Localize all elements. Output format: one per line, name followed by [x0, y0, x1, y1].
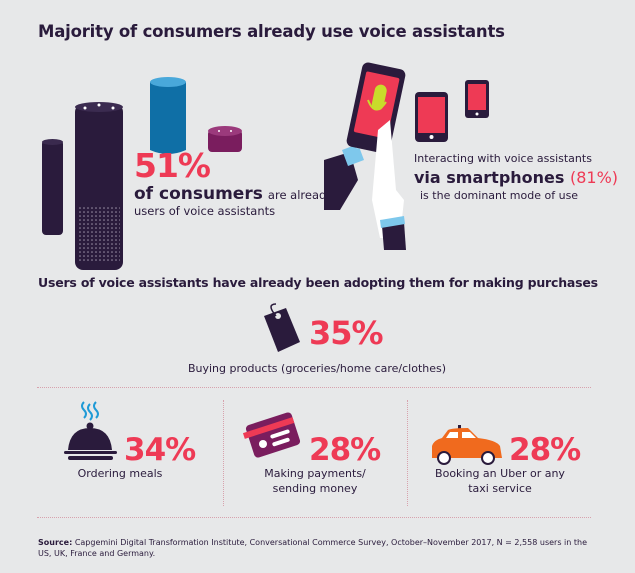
smartphones-line3: is the dominant mode of use	[420, 189, 579, 202]
credit-card-icon	[243, 412, 301, 458]
consumers-caption: of consumers are already	[134, 184, 333, 204]
ordering-meals-percent: 34%	[124, 432, 196, 468]
price-tag-icon	[264, 303, 300, 352]
taxi-label: Booking an Uber or any taxi service	[420, 466, 580, 496]
smartphones-bold: via smartphones	[414, 168, 565, 187]
food-cloche-icon	[64, 401, 117, 460]
divider	[37, 387, 591, 388]
divider	[37, 517, 591, 518]
smartphones-line2: via smartphones (81%)	[414, 168, 618, 187]
ordering-meals-label: Ordering meals	[77, 467, 163, 480]
payments-label-line2: sending money	[272, 482, 358, 495]
source-label: Source:	[38, 538, 73, 547]
consumers-bold: of consumers	[134, 184, 263, 204]
hand-smartphone-icon	[324, 62, 489, 250]
page-title: Majority of consumers already use voice …	[38, 22, 505, 41]
smart-speakers-icon	[42, 77, 242, 270]
smartphones-percent: (81%)	[570, 168, 619, 187]
payments-label: Making payments/ sending money	[240, 466, 390, 496]
consumers-line2: users of voice assistants	[134, 204, 276, 218]
column-divider	[407, 400, 408, 506]
smartphones-line1: Interacting with voice assistants	[414, 152, 592, 165]
source-note: Source: Capgemini Digital Transformation…	[38, 537, 598, 559]
buying-products-label: Buying products (groceries/home care/clo…	[187, 362, 447, 375]
taxi-label-line2: taxi service	[468, 482, 532, 495]
buying-products-percent: 35%	[309, 314, 384, 352]
section-title: Users of voice assistants have already b…	[38, 275, 598, 290]
taxi-percent: 28%	[509, 432, 581, 468]
payments-label-line1: Making payments/	[264, 467, 366, 480]
taxi-car-icon	[432, 425, 502, 465]
source-text: Capgemini Digital Transformation Institu…	[38, 538, 587, 558]
column-divider	[223, 400, 224, 506]
consumers-rest: are already	[267, 188, 334, 202]
consumers-percent: 51%	[134, 146, 211, 185]
taxi-label-line1: Booking an Uber or any	[435, 467, 565, 480]
payments-percent: 28%	[309, 432, 381, 468]
